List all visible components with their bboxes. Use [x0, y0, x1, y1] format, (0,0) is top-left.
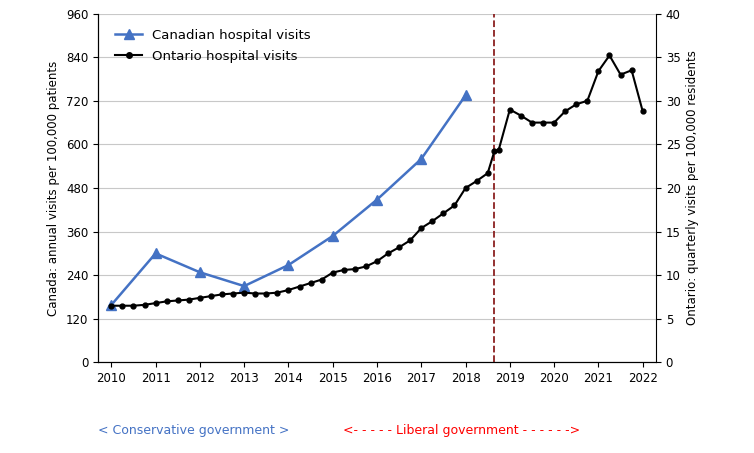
- Text: <- - - - - Liberal government - - - - - ->: <- - - - - Liberal government - - - - - …: [343, 424, 580, 437]
- Y-axis label: Canada: annual visits per 100,000 patients: Canada: annual visits per 100,000 patien…: [48, 60, 60, 316]
- Legend: Canadian hospital visits, Ontario hospital visits: Canadian hospital visits, Ontario hospit…: [110, 24, 317, 68]
- Text: < Conservative government >: < Conservative government >: [98, 424, 290, 437]
- Y-axis label: Ontario: quarterly visits per 100,000 residents: Ontario: quarterly visits per 100,000 re…: [686, 51, 699, 325]
